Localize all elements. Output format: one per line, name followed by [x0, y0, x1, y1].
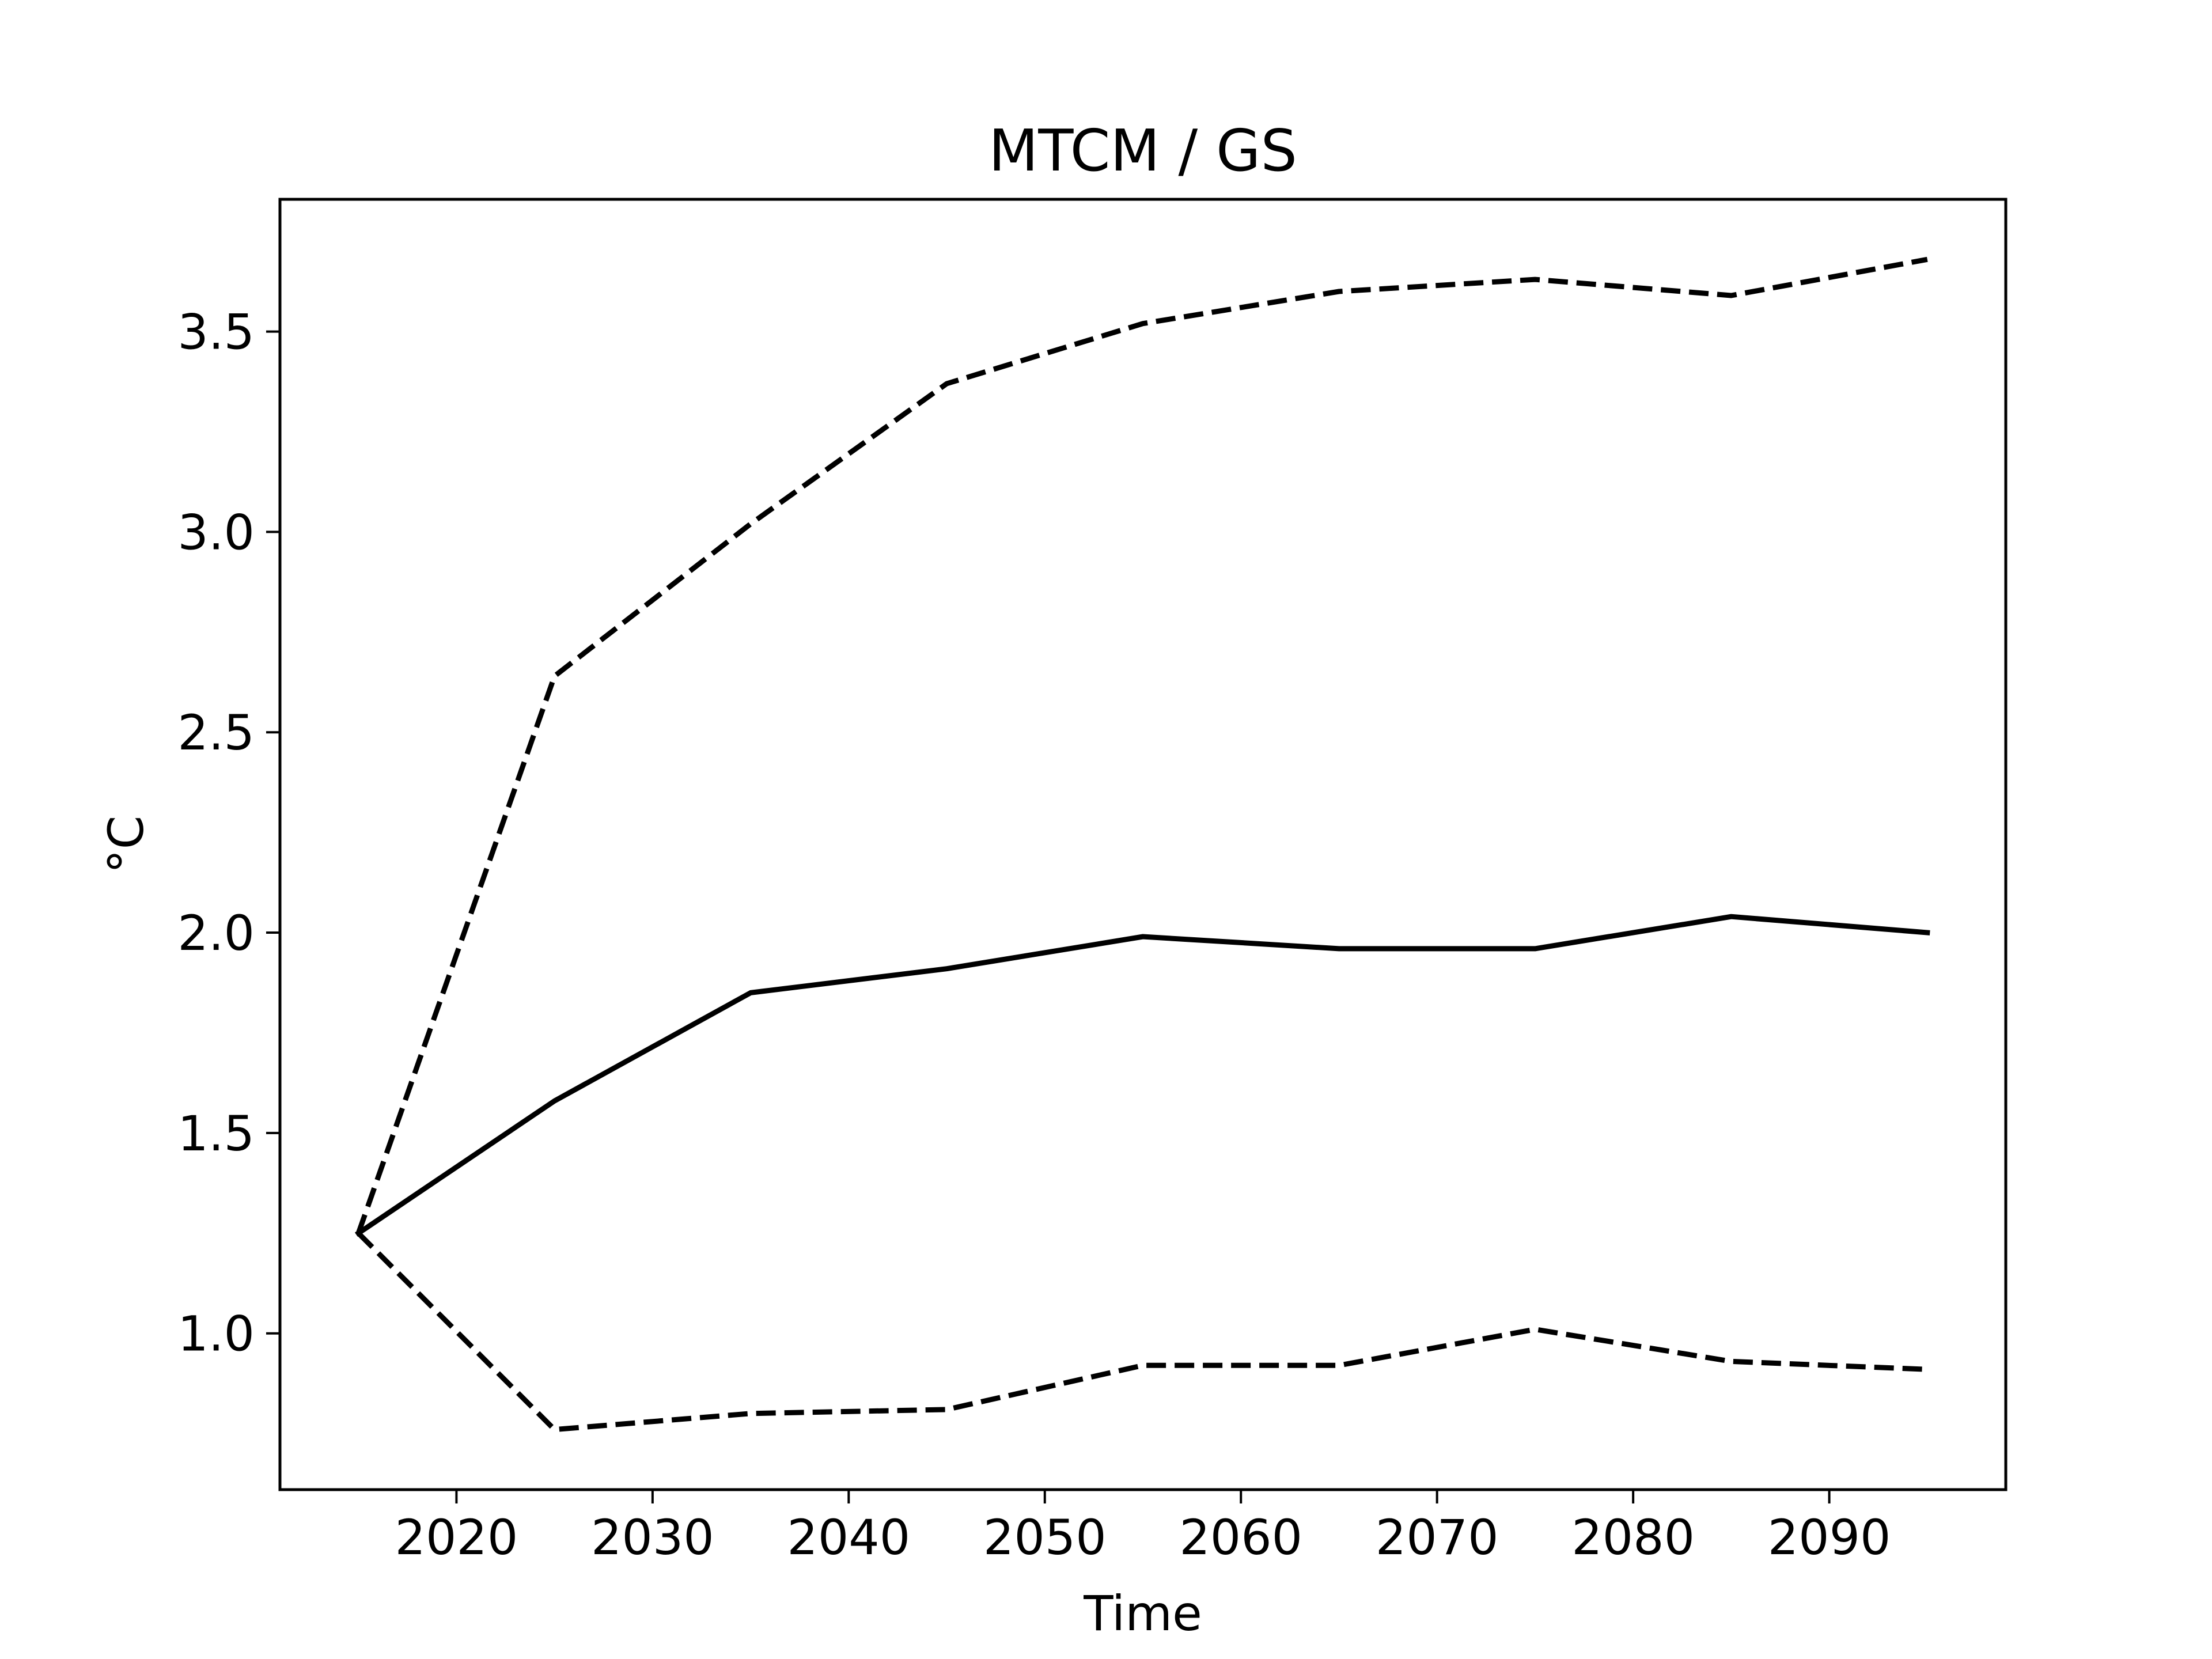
- x-tick-label: 2090: [1768, 1509, 1891, 1566]
- y-tick-label: 3.0: [177, 504, 255, 560]
- y-axis: 1.0 1.5 2.0 2.5 3.0 3.5: [177, 304, 280, 1362]
- x-tick-label: 2080: [1571, 1509, 1695, 1566]
- plot-frame: [278, 198, 2008, 1491]
- x-tick-label: 2050: [983, 1509, 1107, 1566]
- y-tick-label: 2.0: [177, 905, 255, 961]
- x-tick-label: 2040: [787, 1509, 910, 1566]
- x-tick-label: 2060: [1179, 1509, 1302, 1566]
- series-line-dashed-1: [355, 256, 1928, 1234]
- y-tick-label: 3.5: [177, 304, 255, 361]
- y-axis-title: °C: [98, 816, 154, 874]
- series-line-dashed-2: [357, 1231, 1927, 1433]
- x-tick-label: 2030: [591, 1509, 714, 1566]
- series-line-solid: [354, 914, 1930, 1237]
- y-tick-label: 1.0: [177, 1306, 255, 1362]
- x-axis: 2020 2030 2040 2050 2060 2070 2080 2090: [395, 1490, 1891, 1566]
- x-axis-title: Time: [1083, 1585, 1202, 1642]
- y-tick-label: 2.5: [177, 704, 255, 761]
- x-tick-label: 2020: [395, 1509, 518, 1566]
- y-tick-label: 1.5: [177, 1105, 255, 1162]
- x-tick-label: 2070: [1376, 1509, 1499, 1566]
- series-layer: [354, 256, 1930, 1433]
- chart-title: MTCM / GS: [988, 117, 1297, 184]
